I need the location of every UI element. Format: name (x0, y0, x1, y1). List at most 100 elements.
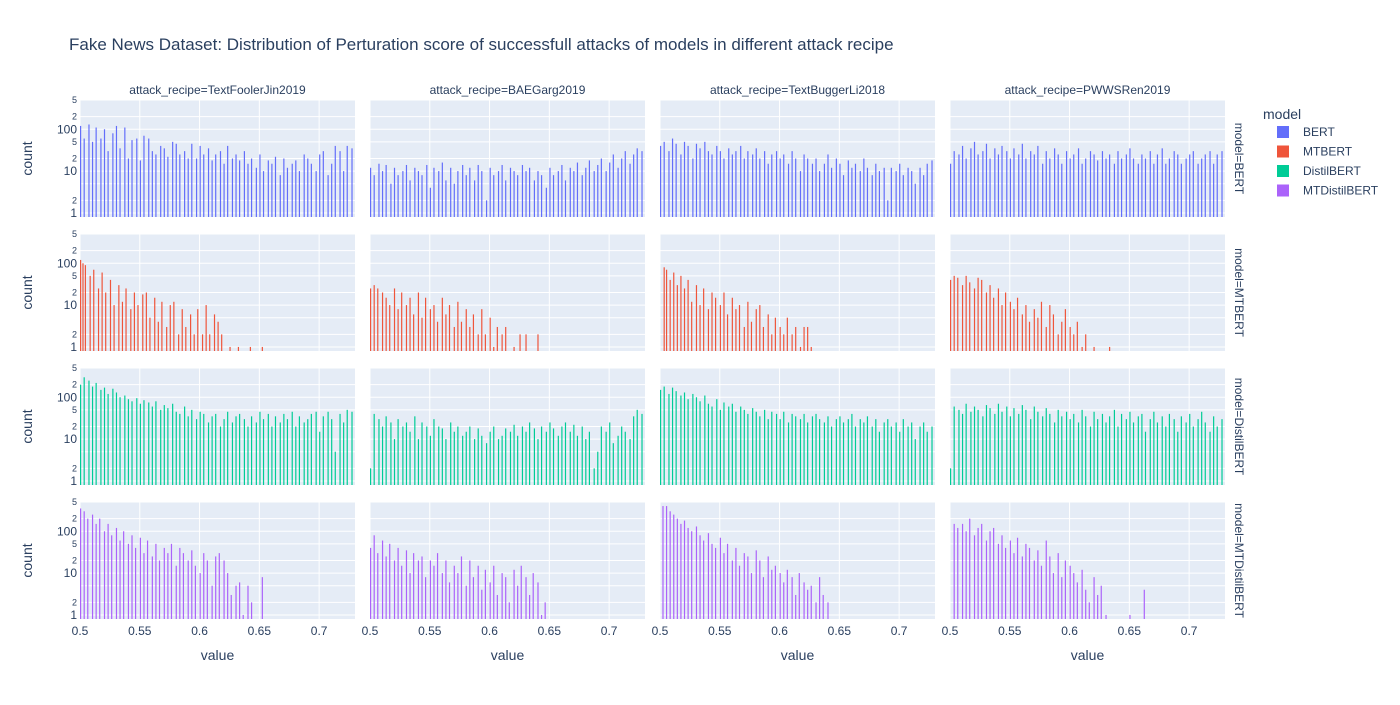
histogram-bar (1073, 154, 1075, 217)
histogram-bar (513, 569, 515, 619)
histogram-bar (209, 334, 211, 351)
histogram-bar (783, 582, 785, 619)
histogram-bar (787, 422, 790, 485)
histogram-bar (472, 314, 475, 351)
histogram-bar (997, 288, 1000, 351)
histogram-bar (93, 269, 95, 351)
histogram-bar (184, 151, 186, 217)
histogram-bar (743, 158, 745, 217)
histogram-bar (600, 158, 602, 217)
histogram-bar (1189, 154, 1191, 217)
histogram-bar (680, 154, 682, 217)
histogram-bar (1149, 419, 1151, 485)
histogram-bar (687, 145, 689, 217)
facet-column-title: attack_recipe=PWWSRen2019 (1005, 83, 1171, 97)
facet-column-title: attack_recipe=TextBuggerLi2018 (710, 83, 885, 97)
histogram-bar (393, 167, 396, 217)
histogram-bar (119, 397, 121, 485)
histogram-bar (513, 171, 515, 217)
histogram-bar (107, 393, 109, 485)
y-tick-label: 100 (57, 122, 77, 136)
histogram-bar (569, 431, 571, 485)
histogram-bar (417, 292, 420, 351)
histogram-bar (669, 511, 671, 619)
histogram-bar (327, 175, 329, 217)
histogram-bar (119, 540, 121, 619)
histogram-bar (249, 346, 251, 351)
histogram-bar (799, 171, 802, 217)
histogram-bar (621, 426, 623, 485)
histogram-bar (695, 397, 698, 485)
histogram-bar (902, 419, 904, 485)
histogram-bar (767, 314, 769, 351)
histogram-bar (827, 154, 829, 217)
histogram-bar (261, 577, 263, 619)
histogram-bar (457, 171, 459, 217)
y-tick-label: 100 (57, 390, 77, 404)
y-tick-label: 2 (72, 556, 77, 566)
histogram-bar (385, 556, 387, 619)
histogram-bar (1089, 426, 1092, 485)
histogram-bar (764, 409, 766, 485)
histogram-bar (895, 422, 897, 485)
histogram-bar (339, 151, 341, 217)
histogram-bar (835, 158, 837, 217)
histogram-bar (982, 151, 984, 217)
histogram-bar (343, 422, 345, 485)
histogram-bar (863, 422, 865, 485)
x-tick-label: 0.5 (652, 624, 669, 638)
histogram-bar (1177, 431, 1179, 485)
y-tick-label: 5 (72, 137, 77, 147)
histogram-bar (1076, 321, 1078, 351)
histogram-bar (88, 380, 90, 485)
histogram-bar (231, 158, 234, 217)
histogram-bar (612, 443, 614, 485)
histogram-bar (453, 431, 455, 485)
histogram-bar (453, 326, 455, 351)
histogram-bar (1006, 151, 1008, 217)
histogram-bar (715, 297, 717, 351)
histogram-bar (465, 175, 467, 217)
histogram-bar (683, 392, 686, 485)
histogram-bar (421, 175, 423, 217)
histogram-bar (950, 163, 952, 217)
histogram-bar (211, 160, 213, 217)
histogram-bar (1209, 151, 1211, 217)
histogram-bar (185, 326, 187, 351)
histogram-bar (969, 518, 971, 619)
histogram-bar (1101, 413, 1104, 485)
histogram-bar (994, 413, 996, 485)
histogram-bar (977, 154, 979, 217)
histogram-bar (994, 148, 996, 217)
histogram-bar (267, 160, 269, 217)
histogram-bar (1021, 314, 1023, 351)
histogram-bar (931, 426, 933, 485)
histogram-bar (703, 540, 705, 619)
histogram-bar (469, 560, 471, 619)
histogram-bar (1109, 346, 1111, 351)
histogram-bar (448, 582, 451, 619)
histogram-bar (537, 171, 539, 217)
histogram-bar (231, 422, 234, 485)
histogram-bar (759, 416, 761, 485)
histogram-bar (1073, 573, 1075, 619)
histogram-bar (581, 426, 583, 485)
histogram-bar (764, 151, 766, 217)
histogram-bar (540, 175, 543, 217)
histogram-bar (537, 334, 539, 351)
histogram-bar (854, 426, 857, 485)
y-tick-label: 2 (72, 195, 77, 205)
histogram-bar (691, 301, 693, 351)
histogram-bar (385, 416, 387, 485)
histogram-bar (1006, 406, 1008, 485)
histogram-bar (902, 175, 904, 217)
histogram-bar (397, 547, 399, 619)
histogram-bar (1037, 550, 1039, 619)
histogram-bar (115, 125, 118, 217)
histogram-bar (477, 565, 479, 619)
histogram-bar (525, 171, 527, 217)
histogram-bar (163, 405, 165, 485)
histogram-bar (755, 309, 757, 351)
histogram-bar (397, 419, 399, 485)
histogram-bar (533, 180, 535, 217)
